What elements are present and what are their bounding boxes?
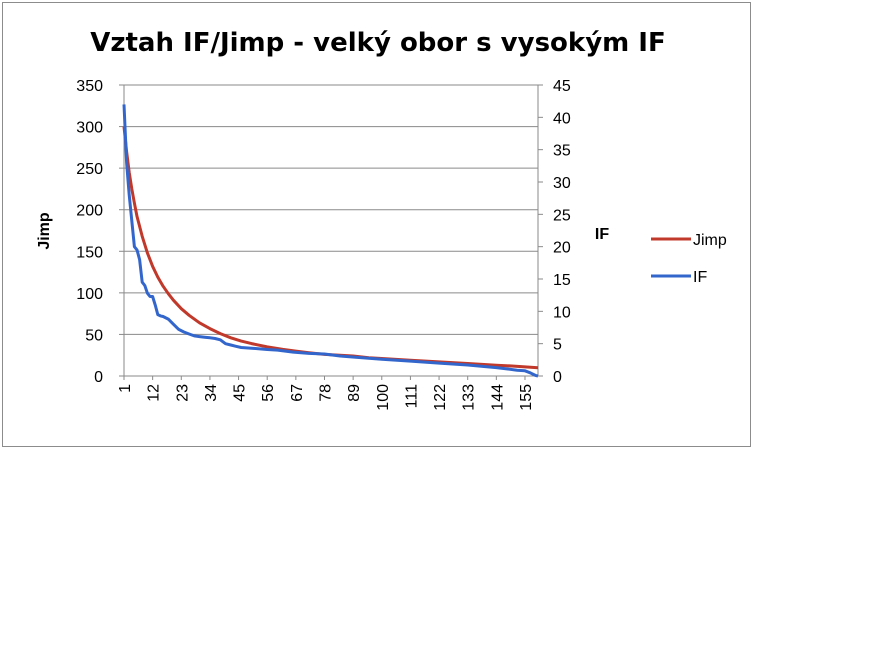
x-tick-label: 144 [489,384,506,411]
x-tick-label: 23 [174,384,191,402]
y2-tick-label: 20 [553,240,571,257]
x-tick-label: 122 [432,384,449,411]
chart-title: Vztah IF/Jimp - velký obor s vysokým IF [90,28,665,58]
y2-tick-label: 10 [553,304,571,321]
y-axis-title: Jimp [36,212,53,250]
x-tick-label: 67 [289,384,306,402]
y2-tick-label: 35 [553,143,571,160]
y2-tick-label: 0 [553,369,562,386]
x-tick-label: 111 [403,384,420,408]
y2-tick-label: 5 [553,337,562,354]
x-tick-label: 12 [146,384,163,402]
y2-tick-label: 30 [553,175,571,192]
legend: Jimp IF [651,232,727,286]
axes [119,84,543,380]
y-tick-label: 150 [76,244,103,261]
x-tick-label: 34 [203,384,220,402]
y-tick-label: 250 [76,161,103,178]
y2-tick-label: 45 [553,78,571,95]
y2-tick-label: 15 [553,272,571,289]
legend-label-jimp: Jimp [693,232,727,249]
chart-canvas: Vztah IF/Jimp - velký obor s vysokým IF … [36,28,727,411]
series-layer [122,104,539,378]
y-tick-label: 300 [76,120,103,137]
x-tick-label: 56 [260,384,277,402]
y-tick-label: 50 [85,327,103,344]
x-tick-label: 78 [317,384,334,402]
y-tick-label: 0 [94,369,103,386]
x-tick-label: 1 [117,384,134,393]
chart-frame: Vztah IF/Jimp - velký obor s vysokým IF … [2,2,751,447]
tick-labels: 0 50 100 150 200 250 300 350 0 5 10 15 20 25 30 35 40 45 1… [76,78,571,411]
x-tick-label: 133 [461,384,478,411]
x-tick-label: 100 [375,384,392,411]
gridlines [124,84,538,335]
y-tick-label: 350 [76,78,103,95]
y2-axis-title: IF [595,226,609,243]
y-tick-label: 100 [76,286,103,303]
series-line-if [122,104,539,378]
y2-tick-label: 25 [553,207,571,224]
y2-tick-label: 40 [553,110,571,127]
x-tick-label: 45 [232,384,249,402]
legend-label-if: IF [693,269,707,286]
y-tick-label: 200 [76,203,103,220]
x-tick-label: 155 [518,384,535,411]
x-tick-label: 89 [346,384,363,402]
